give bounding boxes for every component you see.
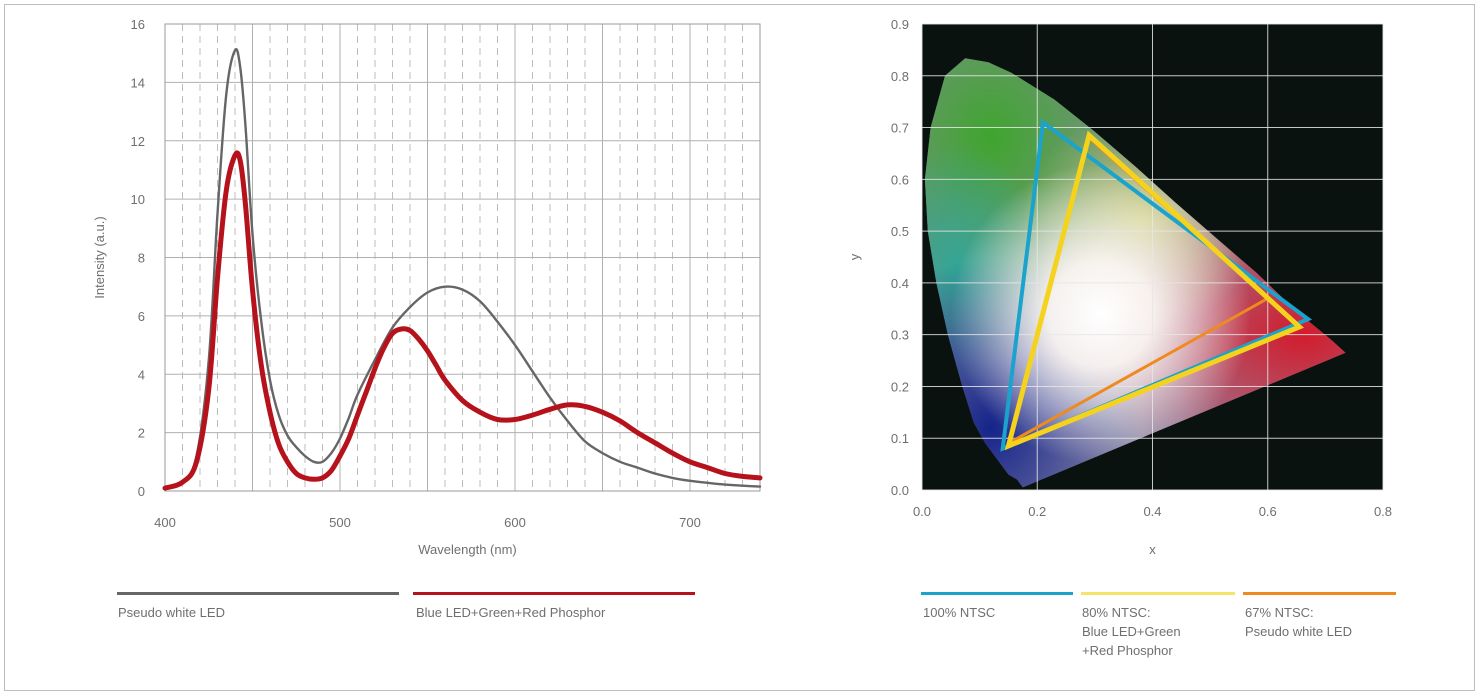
x-tick-label: 400: [154, 515, 176, 530]
legend-label-67-ntsc: 67% NTSC: Pseudo white LED: [1245, 605, 1352, 639]
y-tick-label: 0.3: [891, 328, 909, 343]
y-tick-label: 8: [138, 251, 145, 266]
y-tick-label: 10: [131, 192, 145, 207]
y-tick-label: 16: [131, 17, 145, 32]
y-tick-label: 0.0: [891, 483, 909, 498]
x-tick-label: 0.0: [913, 504, 931, 519]
x-tick-label: 0.8: [1374, 504, 1392, 519]
y-tick-label: 6: [138, 309, 145, 324]
x-tick-label: 700: [679, 515, 701, 530]
legend-label-100-ntsc: 100% NTSC: [923, 605, 996, 620]
x-tick-label: 0.4: [1143, 504, 1161, 519]
series-line: [163, 48, 762, 490]
y-tick-label: 0: [138, 484, 145, 499]
legend-swatch-67-ntsc: [1243, 592, 1396, 595]
x-axis-label: Wavelength (nm): [418, 542, 517, 557]
x-axis-label: x: [1149, 542, 1156, 557]
legend-label-blue-led-phosphor: Blue LED+Green+Red Phosphor: [416, 605, 606, 620]
x-tick-label: 0.2: [1028, 504, 1046, 519]
x-tick-label: 600: [504, 515, 526, 530]
y-tick-label: 0.4: [891, 276, 909, 291]
y-tick-label: 12: [131, 134, 145, 149]
legend-label-pseudo-white-led: Pseudo white LED: [118, 605, 225, 620]
y-tick-label: 0.9: [891, 17, 909, 32]
legend-swatch-100-ntsc: [921, 592, 1073, 595]
legend-swatch-blue-led-phosphor: [413, 592, 695, 595]
y-tick-label: 0.2: [891, 379, 909, 394]
y-tick-label: 0.8: [891, 69, 909, 84]
series-line: [162, 150, 763, 491]
y-tick-label: 14: [131, 75, 145, 90]
spectrum-chart: 0 2 4 6 8 10 12 14 16 400 500 600 700 Wavelength (nm)…: [92, 17, 763, 557]
plot-frame: [164, 23, 761, 492]
legend-swatch-pseudo-white-led: [117, 592, 399, 595]
y-tick-label: 0.1: [891, 431, 909, 446]
y-tick-label: 0.6: [891, 172, 909, 187]
y-axis-label: Intensity (a.u.): [92, 216, 107, 298]
cie-chart: 0.0 0.1 0.2 0.3 0.4 0.5 0.6 0.7 0.8 0.9 0.0 0.2 0.4 0…: [847, 17, 1392, 557]
y-tick-label: 0.5: [891, 224, 909, 239]
x-tick-label: 500: [329, 515, 351, 530]
y-tick-label: 4: [138, 367, 145, 382]
figure-frame: [4, 4, 1475, 691]
y-tick-label: 0.7: [891, 121, 909, 136]
gamut-triangle: [1004, 130, 1305, 451]
legend-swatch-80-ntsc: [1081, 592, 1235, 595]
y-axis-label: y: [847, 253, 862, 260]
y-tick-label: 2: [138, 426, 145, 441]
x-tick-label: 0.6: [1259, 504, 1277, 519]
legend-label-80-ntsc: 80% NTSC: Blue LED+Green +Red Phosphor: [1082, 605, 1181, 658]
